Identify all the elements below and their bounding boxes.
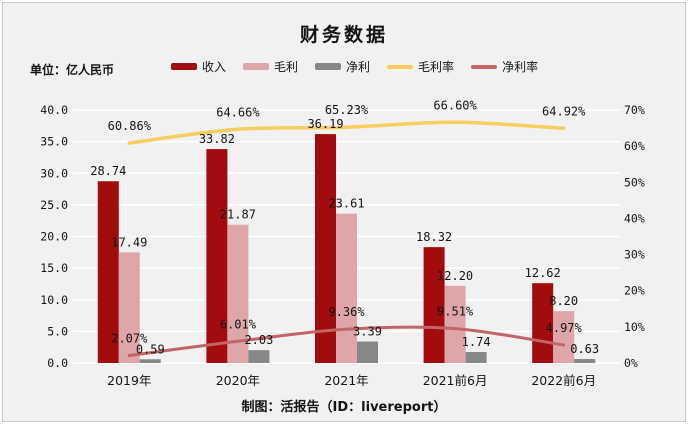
bar-value-label: 1.74 [462,335,491,349]
line-净利率 [127,325,566,358]
category-label: 2022前6月 [531,373,596,388]
bar-收入-2021年 [315,134,336,363]
bar-毛利-2020年 [227,224,249,363]
legend-swatch-bar-icon [243,63,270,70]
left-axis-tick-label: 0.0 [47,356,68,370]
legend-swatch-bar-icon [315,63,342,70]
bar-毛利-2021前6月 [444,285,466,363]
line-value-label: 9.51% [437,305,474,319]
legend: 收入 毛利 净利 毛利率 净利率 [171,58,538,75]
category-label: 2020年 [216,373,260,388]
bar-value-label: 2.03 [244,333,273,347]
legend-item-收入: 收入 [171,58,226,75]
legend-label: 净利率 [502,60,539,74]
right-axis-tick-label: 0% [624,356,638,370]
unit-label: 单位：亿人民币 [30,63,115,77]
category-label: 2021前6月 [423,373,488,388]
line-value-label: 64.92% [542,104,586,118]
bar-value-label: 3.39 [353,325,382,339]
legend-swatch-line-icon [387,64,414,69]
right-axis-tick-label: 60% [624,139,645,153]
bar-净利-2020年 [248,350,270,363]
bar-value-label: 23.61 [328,197,364,211]
line-value-label: 4.97% [546,321,583,335]
right-axis-tick-label: 70% [624,103,645,117]
legend-item-净利率: 净利率 [471,58,538,75]
bar-毛利-2019年 [118,252,140,363]
line-value-label: 65.23% [325,103,369,117]
bar-value-label: 18.32 [416,230,452,244]
line-毛利率 [127,120,566,145]
bar-毛利-2021年 [336,213,357,363]
right-axis-tick-label: 10% [624,320,645,334]
chart-footer: 制图：活报告（ID：livereport） [241,400,447,415]
legend-label: 收入 [202,60,227,74]
bar-收入-2021前6月 [423,247,445,363]
legend-item-毛利率: 毛利率 [387,58,454,75]
bar-value-label: 12.20 [437,269,473,283]
bar-value-label: 12.62 [525,266,561,280]
bar-value-label: 28.74 [90,164,126,178]
right-axis-tick-label: 50% [624,175,645,189]
left-axis-tick-label: 35.0 [40,135,68,149]
chart-title: 财务数据 [299,24,388,46]
bar-毛利-2022前6月 [553,311,575,363]
legend-item-净利: 净利 [315,58,370,75]
line-value-label: 66.60% [433,98,477,112]
category-label: 2019年 [107,373,151,388]
left-axis-tick-label: 10.0 [40,293,68,307]
legend-label: 毛利 [274,60,299,74]
bar-净利-2022前6月 [574,359,596,363]
left-axis-tick-label: 25.0 [40,198,68,212]
left-axis-tick-label: 40.0 [40,103,68,117]
left-axis-tick-label: 15.0 [40,261,68,275]
category-label: 2021年 [324,373,368,388]
line-value-label: 9.36% [328,305,365,319]
line-value-label: 64.66% [216,105,260,119]
bar-value-label: 0.59 [136,342,165,356]
bar-净利-2019年 [139,359,161,363]
bar-净利-2021年 [357,341,378,363]
legend-label: 毛利率 [418,60,455,74]
right-axis-tick-label: 40% [624,211,645,225]
legend-label: 净利 [346,60,371,74]
right-axis-tick-label: 30% [624,248,645,262]
bar-收入-2019年 [97,181,119,363]
bar-value-label: 36.19 [307,117,343,131]
right-axis-tick-label: 20% [624,284,645,298]
bar-净利-2021前6月 [465,351,487,363]
legend-swatch-line-icon [471,64,498,69]
bar-value-label: 8.20 [549,294,578,308]
left-axis-tick-label: 30.0 [40,166,68,180]
bar-value-label: 17.49 [111,235,147,249]
left-axis-tick-label: 20.0 [40,230,68,244]
left-axis-tick-label: 5.0 [47,324,68,338]
line-value-label: 6.01% [220,317,257,331]
line-value-label: 2.07% [111,332,148,346]
line-value-label: 60.86% [108,119,152,133]
legend-item-毛利: 毛利 [243,58,298,75]
bar-value-label: 33.82 [199,132,235,146]
bar-收入-2020年 [206,149,228,363]
legend-swatch-bar-icon [171,63,197,70]
bar-value-label: 0.63 [570,342,599,356]
bar-value-label: 21.87 [220,208,256,222]
